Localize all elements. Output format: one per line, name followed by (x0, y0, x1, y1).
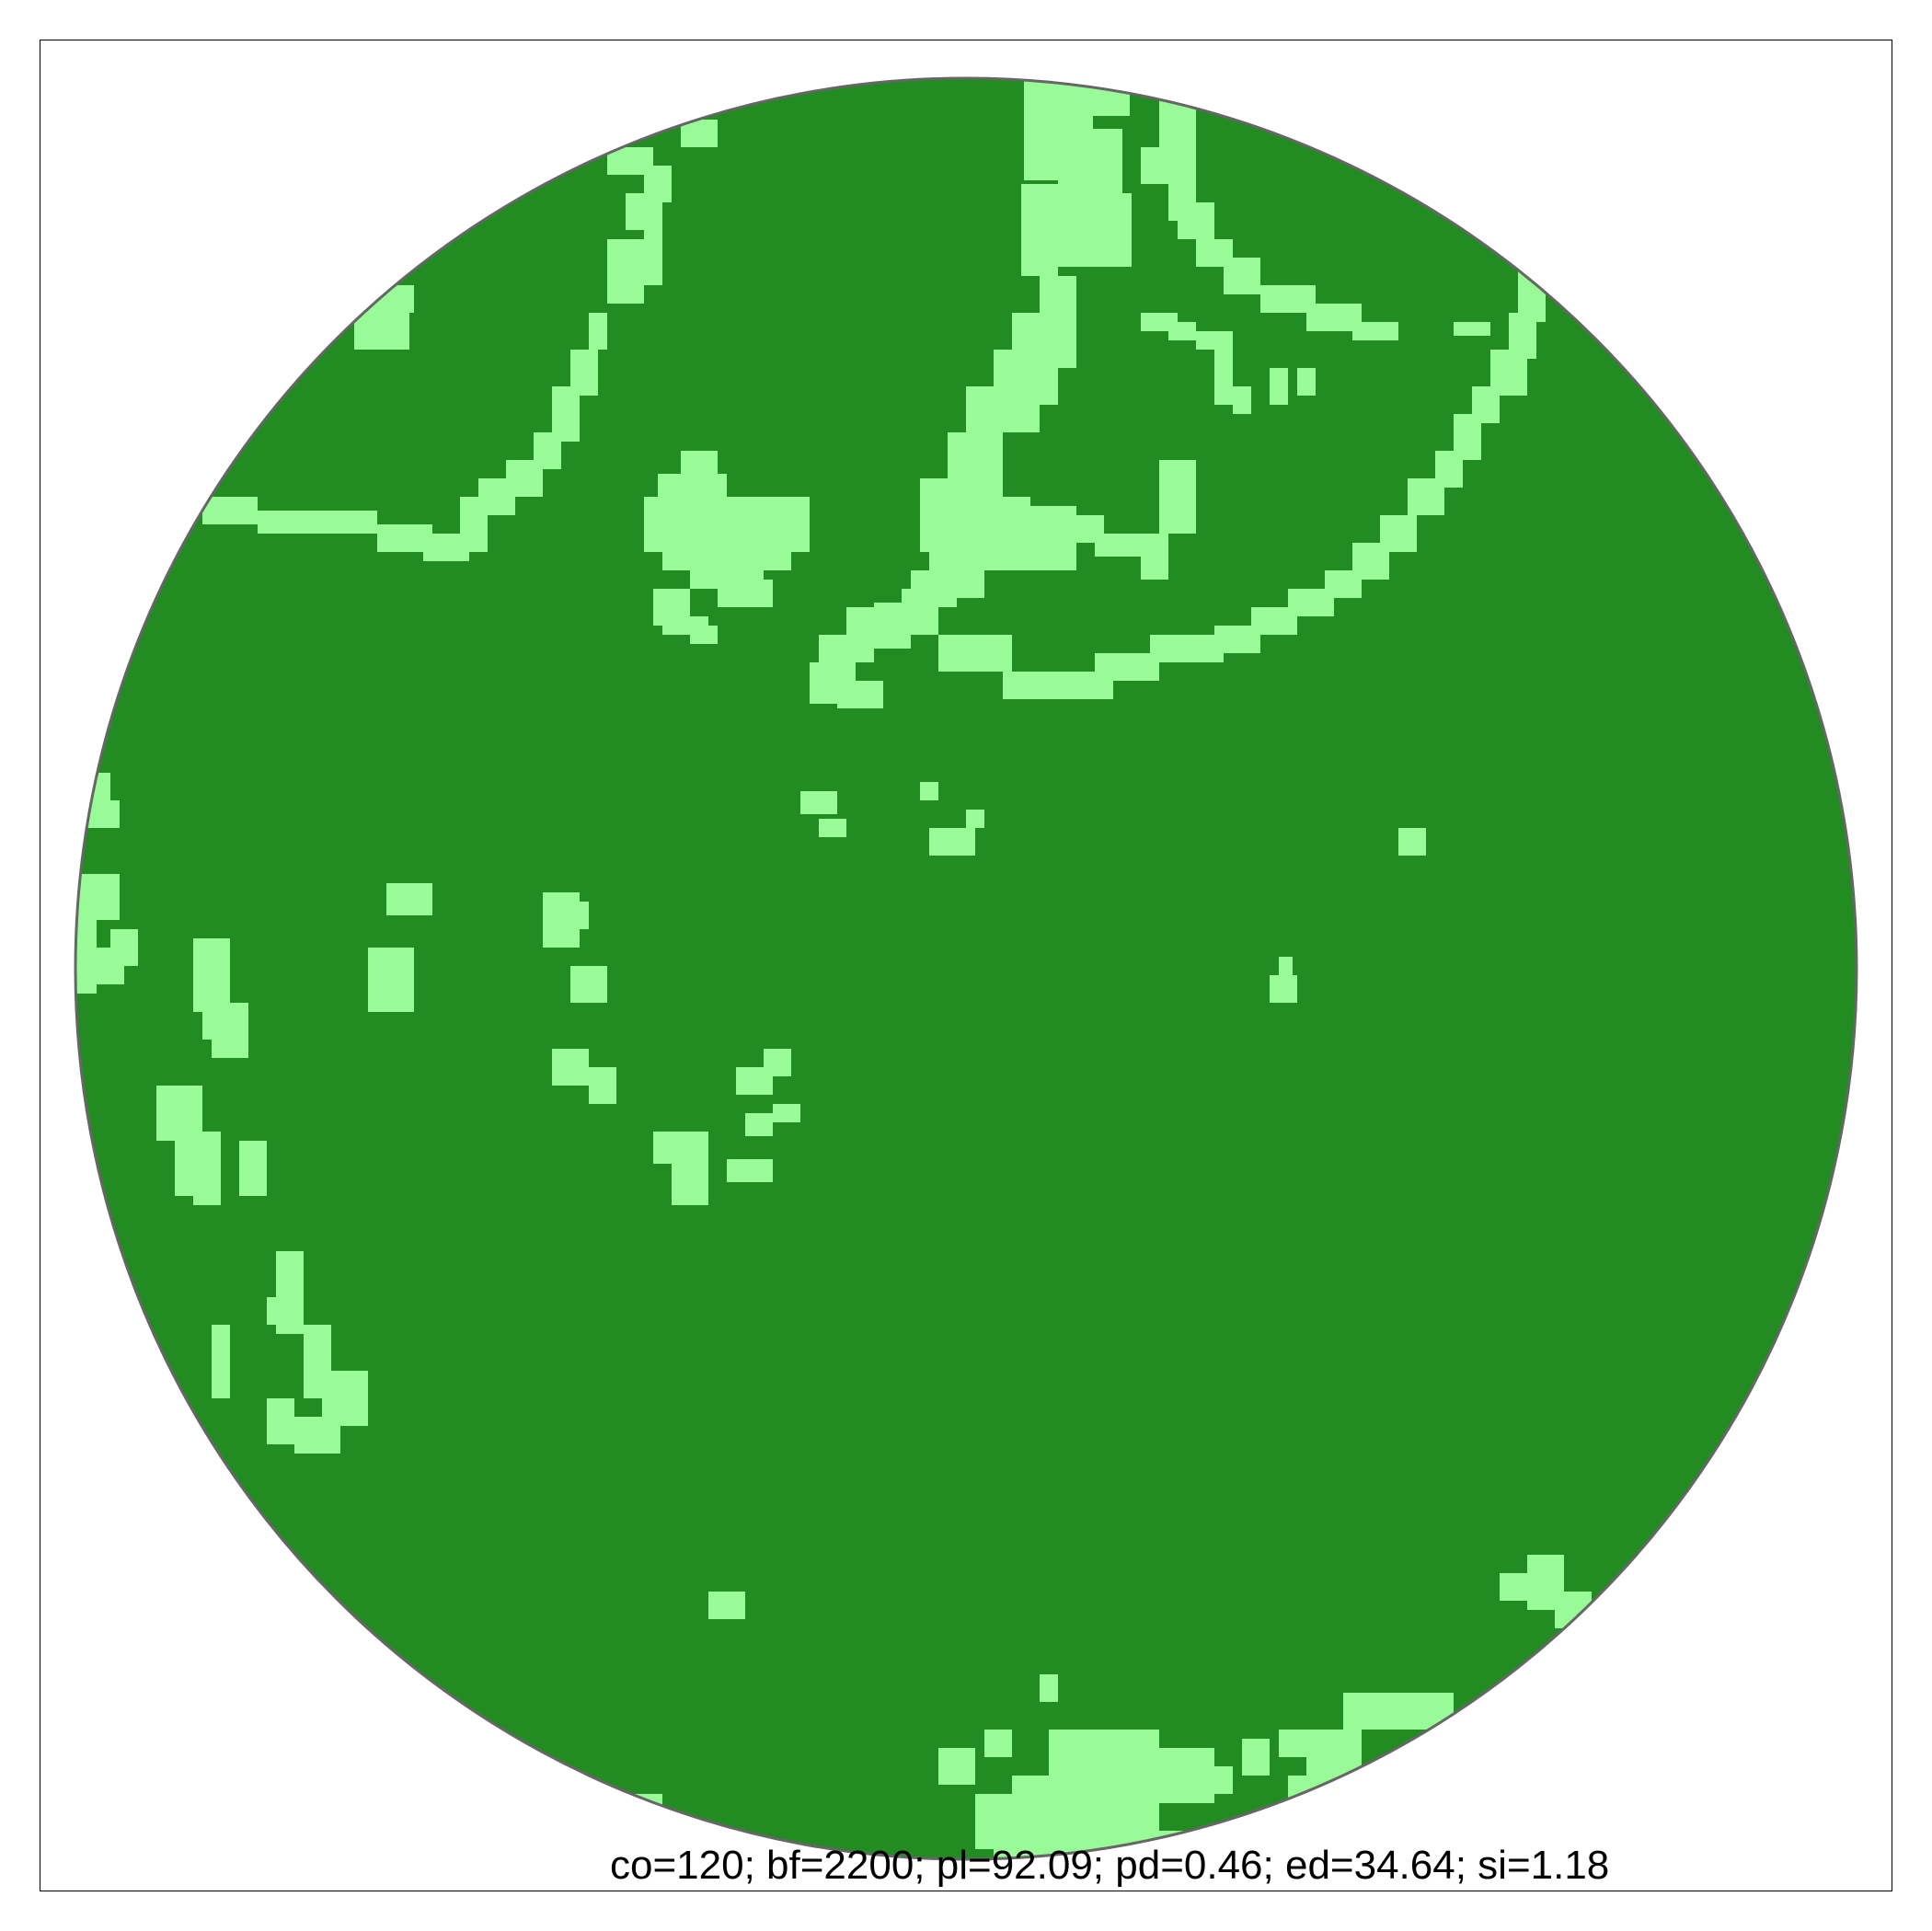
non-forest-patch (1030, 515, 1104, 543)
non-forest-patch (1242, 1739, 1270, 1776)
non-forest-patch (708, 1592, 745, 1619)
metrics-caption: co=120; bf=2200; pl=92.09; pd=0.46; ed=3… (610, 1843, 1610, 1888)
non-forest-patch (984, 1730, 1012, 1757)
non-forest-patch (938, 1748, 975, 1785)
non-forest-patch (1095, 653, 1159, 681)
non-forest-patch (589, 313, 607, 350)
non-forest-patch (649, 175, 667, 202)
non-forest-patch (1159, 460, 1196, 534)
non-forest-patch (1058, 129, 1122, 202)
non-forest-patch (773, 1104, 800, 1122)
non-forest-patch (1224, 258, 1260, 294)
non-forest-patch (1214, 350, 1233, 405)
non-forest-patch (193, 1132, 221, 1205)
non-forest-patch (1555, 1592, 1592, 1628)
non-forest-patch (258, 511, 377, 534)
non-forest-patch (386, 883, 432, 915)
non-forest-patch (589, 1067, 616, 1104)
non-forest-patch (561, 902, 589, 929)
non-forest-patch (1297, 368, 1316, 396)
non-forest-patch (874, 603, 911, 649)
non-forest-patch (1141, 534, 1168, 580)
non-forest-patch (1178, 202, 1214, 239)
non-forest-patch (1279, 957, 1293, 984)
non-forest-patch (607, 239, 644, 304)
non-forest-patch (975, 497, 1030, 524)
non-forest-patch (929, 828, 975, 856)
non-forest-patch (718, 580, 773, 607)
non-forest-patch (1343, 1693, 1454, 1730)
non-forest-patch (1398, 828, 1426, 856)
non-forest-patch (1279, 1730, 1306, 1757)
non-forest-patch (193, 938, 230, 1012)
raster-layer (75, 78, 1857, 1859)
non-forest-patch (920, 782, 938, 800)
non-forest-patch (1454, 322, 1490, 336)
non-forest-patch (672, 1150, 708, 1205)
non-forest-patch (727, 1159, 773, 1182)
non-forest-patch (570, 966, 607, 1003)
non-forest-patch (110, 929, 138, 966)
non-forest-patch (294, 1417, 340, 1454)
non-forest-patch (1150, 635, 1224, 662)
buffer-circle-outline (74, 76, 1858, 1861)
non-forest-patch (644, 230, 662, 285)
non-forest-patch (1168, 322, 1196, 340)
non-forest-patch (1352, 322, 1398, 340)
non-forest-patch (1196, 1766, 1233, 1794)
non-forest-patch (239, 1141, 267, 1196)
non-forest-patch (745, 1113, 773, 1136)
non-forest-patch (938, 635, 1012, 672)
non-forest-patch (966, 386, 1040, 432)
non-forest-patch (75, 800, 120, 828)
non-forest-patch (570, 350, 598, 396)
non-forest-patch (1021, 184, 1058, 276)
non-forest-patch (212, 1030, 248, 1058)
non-forest-patch (552, 1049, 589, 1086)
non-forest-patch (662, 515, 681, 552)
non-forest-patch (819, 819, 846, 837)
non-forest-patch (1270, 368, 1288, 405)
non-forest-patch (212, 1325, 230, 1398)
non-forest-patch (1518, 239, 1536, 294)
non-forest-patch (1093, 79, 1130, 116)
non-forest-patch (1288, 1776, 1325, 1812)
non-forest-patch (1040, 1674, 1058, 1702)
non-forest-patch (75, 874, 120, 920)
non-forest-patch (1500, 1573, 1527, 1601)
non-forest-patch (267, 1297, 304, 1325)
non-forest-patch (1058, 193, 1132, 267)
non-forest-patch (837, 681, 883, 708)
non-forest-patch (202, 497, 258, 524)
non-forest-patch (1196, 331, 1233, 350)
non-forest-patch (1233, 386, 1251, 414)
non-forest-patch (267, 1398, 294, 1444)
non-forest-patch (800, 791, 837, 814)
non-forest-patch (966, 810, 984, 828)
non-forest-patch (368, 948, 414, 1012)
non-forest-patch (736, 1067, 773, 1095)
non-forest-patch (681, 451, 718, 488)
plot-frame (40, 40, 1892, 1891)
non-forest-patch (690, 626, 718, 644)
non-forest-patch (1380, 515, 1417, 552)
